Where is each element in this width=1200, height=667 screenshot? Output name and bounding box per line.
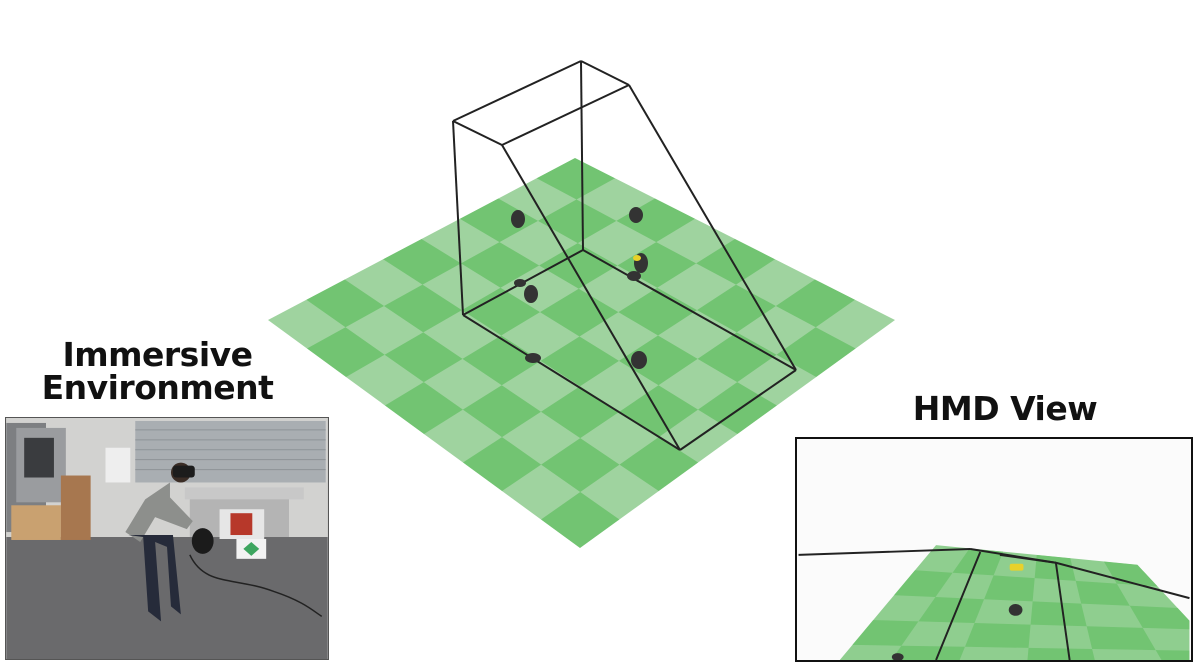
floor-tile [383, 239, 461, 285]
edge [501, 144, 681, 451]
floor-tile [384, 284, 462, 333]
floor-tile [540, 288, 619, 337]
floor-tile [696, 239, 775, 285]
floor-tile [459, 198, 538, 243]
hmd-floor-tile [1103, 561, 1158, 587]
floor-tile [697, 284, 776, 333]
whiteboard [105, 447, 131, 483]
hmd-marker [1008, 604, 1023, 616]
boxes [60, 475, 91, 540]
edge [452, 60, 582, 122]
floor-tile [540, 336, 619, 387]
edge [580, 60, 630, 86]
hmd-wireframe [798, 548, 1190, 660]
floor-tile [384, 332, 463, 383]
floor-tile [461, 242, 540, 288]
edge [580, 60, 584, 251]
hmd-view-caption: HMD View [912, 389, 1098, 428]
caption-line: Environment [41, 368, 274, 407]
hmd-floor-tile [1086, 626, 1156, 651]
hmd-floor [839, 545, 1190, 660]
hmd-floor-tile [1030, 601, 1087, 627]
immersive-environment-caption: Immersive Environment [20, 338, 295, 404]
floor-tile [697, 332, 777, 383]
edge [628, 84, 797, 371]
edge [501, 84, 630, 146]
checkerboard-floor [268, 158, 895, 548]
hmd-marker [891, 653, 904, 660]
floor-tile [385, 382, 463, 434]
window-blinds [135, 420, 326, 483]
hmd-floor-tile [1026, 647, 1098, 660]
person [125, 462, 214, 622]
floor-tile [619, 437, 699, 491]
floor-tile [306, 279, 384, 328]
hmd-markers [891, 563, 1024, 660]
marker [524, 285, 538, 303]
hmd-highlight-marker [1009, 563, 1024, 571]
edge [452, 120, 464, 316]
floor-tile [698, 382, 777, 434]
marker [627, 271, 641, 281]
immersive-environment-photo [5, 417, 329, 660]
edge [452, 120, 503, 146]
hmd-floor-tile [1075, 580, 1130, 606]
floor-tile [541, 492, 620, 548]
floor-tile [618, 287, 697, 336]
floor [6, 537, 328, 659]
hmd-floor-tile [886, 569, 953, 598]
floor-tile [536, 158, 615, 200]
floor-tile [616, 198, 695, 243]
wooden-cabinet [11, 505, 61, 540]
floor-tile [538, 199, 617, 244]
floor-tile [776, 327, 856, 377]
marker [525, 353, 541, 363]
floor-tile [775, 279, 855, 328]
hmd-floor-tile [918, 597, 985, 624]
marker [629, 207, 643, 223]
floor-tile [461, 287, 540, 336]
handheld-disc [191, 528, 214, 554]
floor-tile [541, 438, 620, 493]
hmd-view-panel [795, 437, 1193, 662]
edge [462, 314, 681, 451]
floor-tile [462, 385, 541, 438]
marker [511, 210, 525, 228]
hmd-floor-tile [1155, 650, 1190, 660]
floor-tile [463, 437, 542, 491]
floor-tile [307, 327, 385, 377]
hmd-floor-tile [1034, 554, 1076, 581]
hmd-floor-tile [884, 645, 965, 660]
marker [631, 351, 647, 369]
floor-tile [619, 335, 698, 386]
floor-tile [539, 243, 618, 289]
edge [679, 369, 797, 451]
hmd-floor-tile [984, 575, 1035, 602]
edge [582, 249, 797, 371]
caption-line: Immersive [62, 335, 253, 374]
floor-tile [462, 335, 541, 386]
marker [514, 279, 526, 287]
hmd-floor-tile [952, 548, 1004, 576]
marker-highlight [633, 255, 641, 261]
desk [184, 487, 304, 500]
tracking-markers [511, 207, 648, 369]
hmd-floor-tile [964, 623, 1031, 648]
wireframe-volume [452, 60, 797, 451]
